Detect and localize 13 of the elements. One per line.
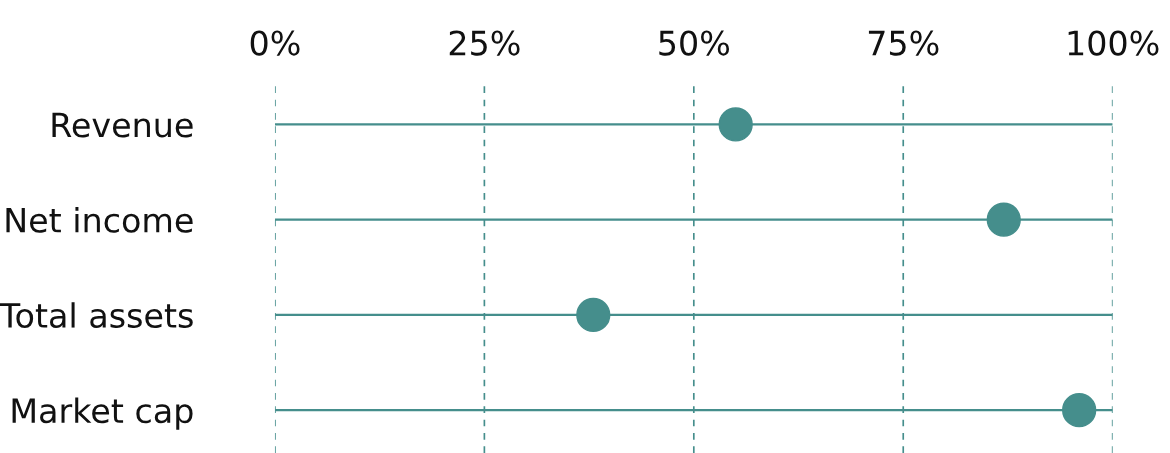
- y-tick-label: Total assets: [0, 302, 193, 329]
- x-tick-label: 50%: [659, 30, 730, 56]
- point: [1062, 393, 1097, 428]
- x-tick-label: 25%: [449, 30, 520, 56]
- x-tick-label: 0%: [250, 30, 300, 56]
- x-tick-label: 75%: [868, 30, 939, 56]
- y-tick-label: Net income: [6, 206, 193, 233]
- x-tick-label: 100%: [1068, 30, 1159, 56]
- y-tick-label: Revenue: [52, 112, 193, 138]
- y-tick-label: Market cap: [12, 397, 193, 430]
- point: [718, 107, 753, 142]
- point: [986, 202, 1021, 237]
- point: [576, 297, 611, 333]
